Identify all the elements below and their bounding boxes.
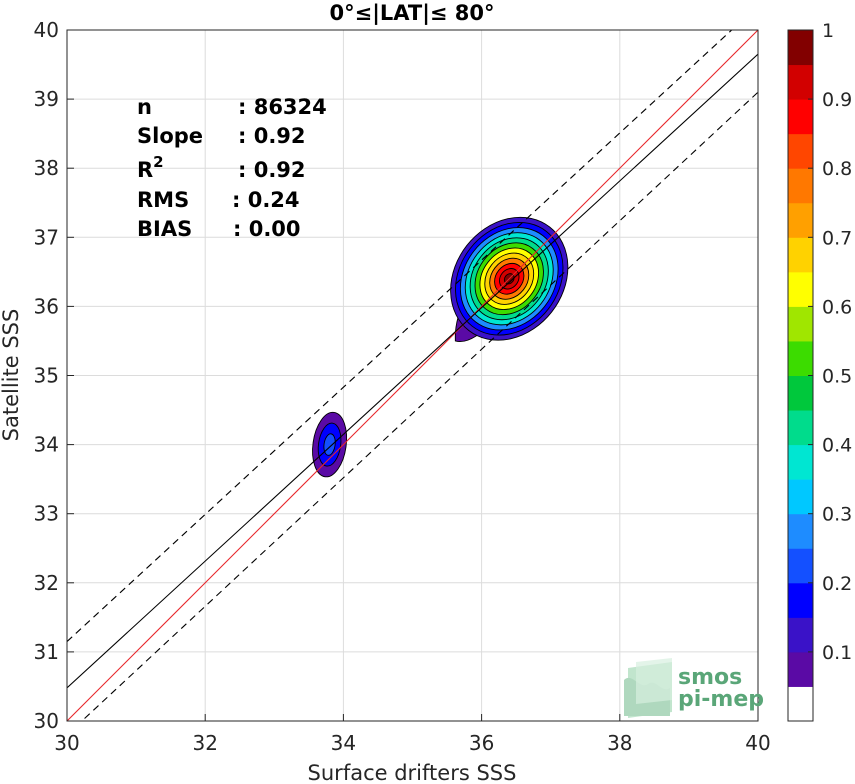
colorbar-band xyxy=(788,479,813,515)
colorbar-band xyxy=(788,582,813,618)
stat-label: BIAS xyxy=(137,217,192,241)
smos-pimep-logo: smos pi-mep xyxy=(624,658,764,718)
stat-label: n xyxy=(137,95,152,119)
colorbar-band xyxy=(788,168,813,204)
x-tick-label: 36 xyxy=(469,731,494,755)
y-tick-label: 40 xyxy=(34,18,59,42)
one-to-one-line xyxy=(67,30,758,721)
colorbar-band xyxy=(788,340,813,376)
colorbar-band xyxy=(788,271,813,307)
colorbar-tick-label: 0.4 xyxy=(822,435,852,457)
stat-value: : 0.92 xyxy=(238,158,306,182)
stat-label: Slope xyxy=(137,124,203,148)
logo-waves-icon xyxy=(624,658,672,718)
colorbar-band xyxy=(788,202,813,238)
stat-value: : 0.00 xyxy=(233,217,301,241)
colorbar-tick-label: 0.5 xyxy=(822,366,852,388)
stat-value: : 0.92 xyxy=(238,124,306,148)
colorbar-tick-label: 0.7 xyxy=(822,227,852,249)
colorbar-band xyxy=(788,30,813,66)
colorbar-tick-label: 1 xyxy=(822,20,834,42)
colorbar-band xyxy=(788,306,813,342)
stat-label: RMS xyxy=(137,188,189,212)
stat-value: : 0.24 xyxy=(232,188,300,212)
colorbar-band xyxy=(788,513,813,549)
y-axis-ticks: 30 31 32 33 34 35 36 37 38 39 40 xyxy=(34,18,74,733)
x-axis-ticks: 30 32 34 36 38 40 xyxy=(54,714,771,755)
lower-bound-line xyxy=(81,91,758,721)
colorbar-band xyxy=(788,444,813,480)
colorbar-band xyxy=(788,410,813,446)
colorbar-band xyxy=(788,651,813,687)
y-tick-label: 32 xyxy=(34,571,59,595)
reference-lines xyxy=(67,30,758,721)
x-axis-label: Surface drifters SSS xyxy=(308,761,517,784)
colorbar-tick-label: 0.1 xyxy=(822,642,852,664)
colorbar-band xyxy=(788,548,813,584)
colorbar-band xyxy=(788,99,813,135)
y-tick-label: 30 xyxy=(34,709,59,733)
y-axis-label: Satellite SSS xyxy=(0,309,23,442)
y-tick-label: 31 xyxy=(34,640,59,664)
x-tick-label: 38 xyxy=(607,731,632,755)
logo-line2: pi-mep xyxy=(678,687,764,712)
colorbar-band xyxy=(788,375,813,411)
density-contours xyxy=(312,216,569,478)
y-tick-label: 35 xyxy=(34,364,59,388)
colorbar-band xyxy=(788,64,813,100)
y-tick-label: 36 xyxy=(34,294,59,318)
colorbar-tick-label: 0.6 xyxy=(822,296,852,318)
colorbar-ticks: 0.1 0.2 0.3 0.4 0.5 0.6 0.7 0.8 0.9 1 xyxy=(808,20,852,664)
regression-line xyxy=(67,53,758,689)
colorbar-tick-label: 0.8 xyxy=(822,158,852,180)
stat-label-superscript: 2 xyxy=(153,153,163,171)
colorbar-band xyxy=(788,686,813,722)
stat-value: : 86324 xyxy=(238,95,327,119)
y-tick-label: 37 xyxy=(34,225,59,249)
colorbar-tick-label: 0.2 xyxy=(822,573,852,595)
x-tick-label: 34 xyxy=(331,731,356,755)
y-tick-label: 38 xyxy=(34,156,59,180)
x-tick-label: 40 xyxy=(745,731,770,755)
y-tick-label: 39 xyxy=(34,87,59,111)
colorbar-band xyxy=(788,237,813,273)
colorbar-band xyxy=(788,133,813,169)
x-tick-label: 32 xyxy=(192,731,217,755)
colorbar-tick-label: 0.3 xyxy=(822,504,852,526)
y-tick-label: 33 xyxy=(34,502,59,526)
chart-title: 0°≤|LAT|≤ 80° xyxy=(329,1,494,26)
upper-bound-line xyxy=(67,30,733,642)
x-tick-label: 30 xyxy=(54,731,79,755)
y-tick-label: 34 xyxy=(34,433,59,457)
colorbar-tick-label: 0.9 xyxy=(822,89,852,111)
logo-line1: smos xyxy=(678,665,742,690)
colorbar xyxy=(788,30,813,722)
colorbar-band xyxy=(788,617,813,653)
